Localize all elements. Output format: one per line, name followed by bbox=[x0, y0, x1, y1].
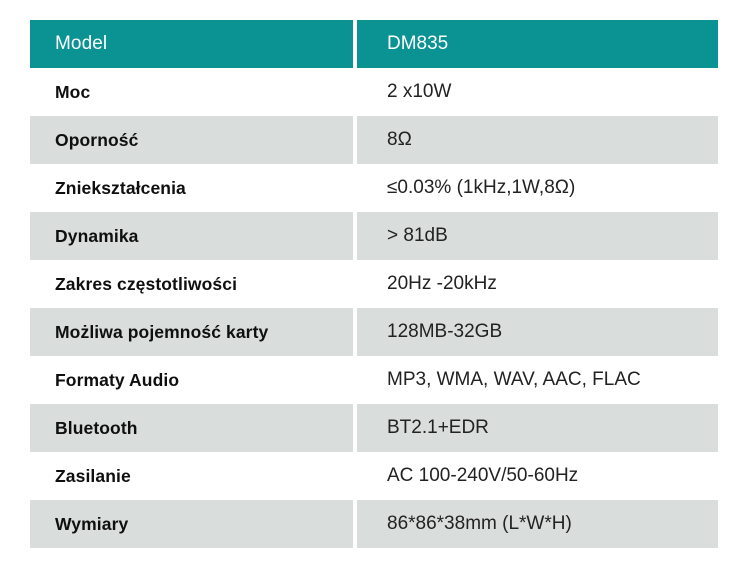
spec-label: Możliwa pojemność karty bbox=[30, 308, 353, 356]
spec-value: 86*86*38mm (L*W*H) bbox=[357, 500, 718, 548]
table-row: Moc 2 x10W bbox=[30, 68, 718, 116]
spec-label: Oporność bbox=[30, 116, 353, 164]
spec-label: Zasilanie bbox=[55, 465, 131, 486]
spec-value: 128MB-32GB bbox=[357, 308, 718, 356]
spec-label: Bluetooth bbox=[30, 404, 353, 452]
table-row: Wymiary 86*86*38mm (L*W*H) bbox=[30, 500, 718, 548]
table-row: Zakres częstotliwości 20Hz -20kHz bbox=[30, 260, 718, 308]
spec-label: Formaty Audio bbox=[55, 369, 180, 390]
spec-value: 2 x10W bbox=[387, 81, 452, 102]
spec-table: Model DM835 Moc 2 x10W Oporność 8Ω Zniek… bbox=[30, 20, 718, 548]
table-row: Zniekształcenia ≤0.03% (1kHz,1W,8Ω) bbox=[30, 164, 718, 212]
table-row: Dynamika > 81dB bbox=[30, 212, 718, 260]
spec-value: MP3, WMA, WAV, AAC, FLAC bbox=[387, 369, 641, 390]
header-model-label: Model bbox=[30, 20, 353, 68]
spec-table-header-row: Model DM835 bbox=[30, 20, 718, 68]
header-model-value: DM835 bbox=[357, 20, 718, 68]
spec-label: Wymiary bbox=[30, 500, 353, 548]
table-row: Możliwa pojemność karty 128MB-32GB bbox=[30, 308, 718, 356]
spec-value: 20Hz -20kHz bbox=[387, 273, 497, 294]
spec-value: 8Ω bbox=[357, 116, 718, 164]
spec-value: AC 100-240V/50-60Hz bbox=[387, 465, 579, 486]
spec-label: Moc bbox=[55, 81, 91, 102]
table-row: Oporność 8Ω bbox=[30, 116, 718, 164]
table-row: Formaty Audio MP3, WMA, WAV, AAC, FLAC bbox=[30, 356, 718, 404]
table-row: Zasilanie AC 100-240V/50-60Hz bbox=[30, 452, 718, 500]
spec-value: BT2.1+EDR bbox=[357, 404, 718, 452]
table-row: Bluetooth BT2.1+EDR bbox=[30, 404, 718, 452]
spec-label: Dynamika bbox=[30, 212, 353, 260]
spec-value: > 81dB bbox=[357, 212, 718, 260]
spec-value: ≤0.03% (1kHz,1W,8Ω) bbox=[387, 177, 576, 198]
spec-label: Zakres częstotliwości bbox=[55, 273, 238, 294]
spec-label: Zniekształcenia bbox=[55, 177, 186, 198]
spec-table-body: Moc 2 x10W Oporność 8Ω Zniekształcenia ≤… bbox=[30, 68, 718, 548]
